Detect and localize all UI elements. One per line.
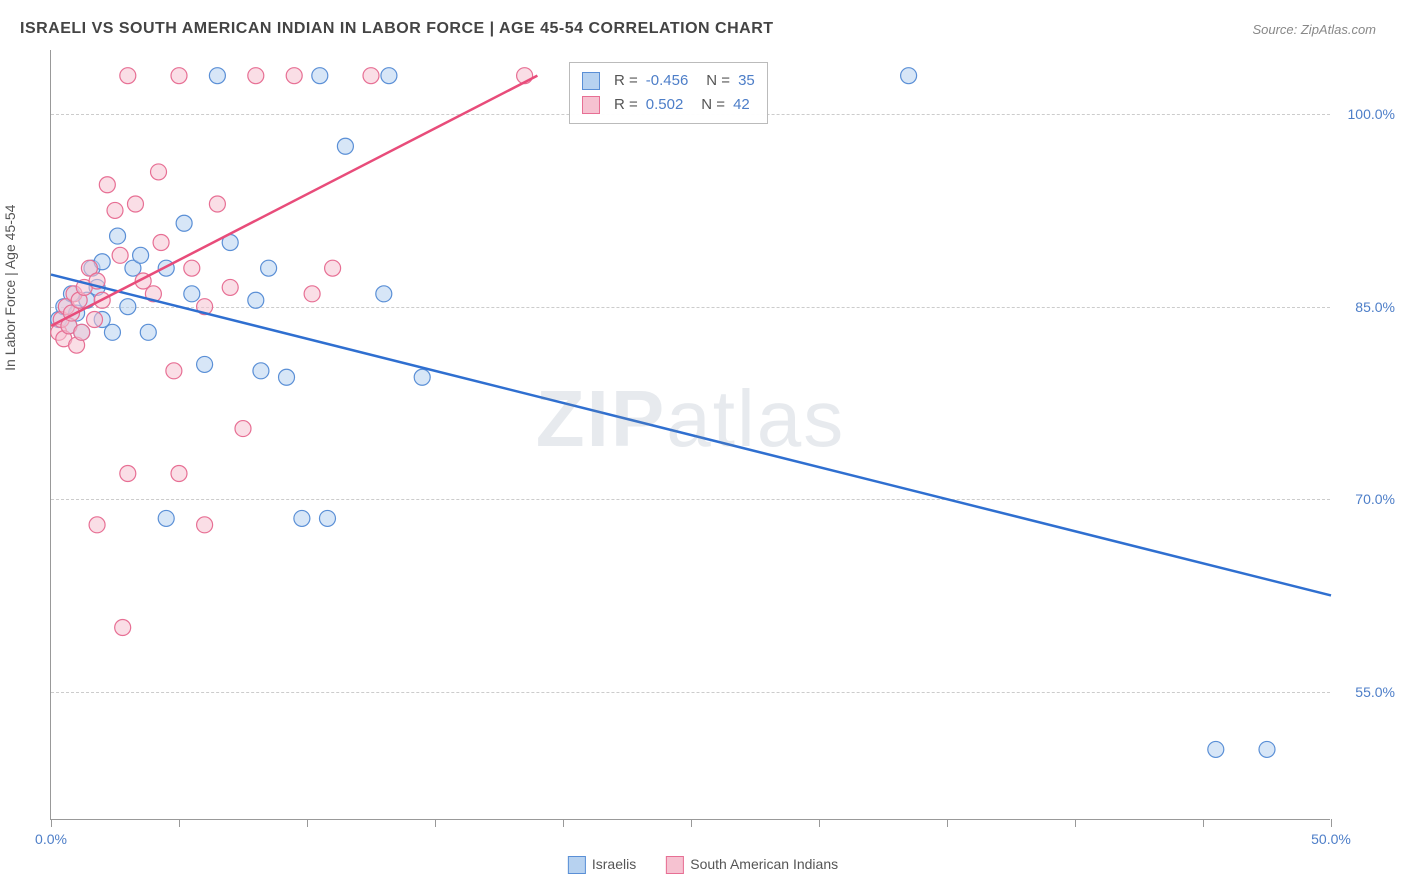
scatter-point xyxy=(279,369,295,385)
scatter-point xyxy=(337,138,353,154)
x-tick xyxy=(947,819,948,827)
legend-label: South American Indians xyxy=(690,856,838,872)
scatter-point xyxy=(158,510,174,526)
scatter-point xyxy=(153,235,169,251)
scatter-point xyxy=(104,324,120,340)
stats-row: R = -0.456 N = 35 xyxy=(582,69,755,93)
y-tick-label: 70.0% xyxy=(1355,491,1395,507)
x-tick xyxy=(1331,819,1332,827)
scatter-point xyxy=(414,369,430,385)
x-tick xyxy=(179,819,180,827)
chart-title: ISRAELI VS SOUTH AMERICAN INDIAN IN LABO… xyxy=(20,20,774,38)
stat-r-label: R = xyxy=(614,72,638,89)
legend-label: Israelis xyxy=(592,856,636,872)
scatter-point xyxy=(1259,741,1275,757)
scatter-point xyxy=(171,68,187,84)
scatter-point xyxy=(235,421,251,437)
stats-row: R = 0.502 N = 42 xyxy=(582,93,755,117)
plot-area: 55.0%70.0%85.0%100.0% ZIPatlas R =-0.456… xyxy=(50,50,1330,820)
scatter-point xyxy=(89,517,105,533)
x-tick xyxy=(307,819,308,827)
scatter-point xyxy=(115,620,131,636)
stat-n-value: 35 xyxy=(738,72,755,89)
scatter-svg xyxy=(51,50,1331,820)
stat-r-value: -0.456 xyxy=(646,72,689,89)
x-tick xyxy=(1203,819,1204,827)
x-tick xyxy=(1075,819,1076,827)
scatter-point xyxy=(1208,741,1224,757)
scatter-point xyxy=(127,196,143,212)
scatter-point xyxy=(248,68,264,84)
stat-r-label: R = xyxy=(614,96,638,113)
source-attribution: Source: ZipAtlas.com xyxy=(1252,22,1376,37)
scatter-point xyxy=(99,177,115,193)
scatter-point xyxy=(184,260,200,276)
scatter-point xyxy=(151,164,167,180)
y-axis-label: In Labor Force | Age 45-54 xyxy=(2,205,18,371)
scatter-point xyxy=(286,68,302,84)
scatter-point xyxy=(363,68,379,84)
scatter-point xyxy=(261,260,277,276)
scatter-point xyxy=(110,228,126,244)
scatter-point xyxy=(209,196,225,212)
scatter-point xyxy=(381,68,397,84)
scatter-point xyxy=(171,466,187,482)
scatter-point xyxy=(376,286,392,302)
scatter-point xyxy=(120,466,136,482)
x-tick-label: 50.0% xyxy=(1311,831,1351,847)
scatter-point xyxy=(176,215,192,231)
scatter-point xyxy=(253,363,269,379)
scatter-point xyxy=(304,286,320,302)
stat-n-label: N = xyxy=(706,72,730,89)
scatter-point xyxy=(312,68,328,84)
y-tick-label: 55.0% xyxy=(1355,684,1395,700)
scatter-point xyxy=(74,324,90,340)
scatter-point xyxy=(166,363,182,379)
legend-item: Israelis xyxy=(568,856,636,874)
legend-swatch xyxy=(568,856,586,874)
legend-swatch xyxy=(666,856,684,874)
scatter-point xyxy=(184,286,200,302)
scatter-point xyxy=(325,260,341,276)
trend-line xyxy=(51,76,537,326)
scatter-point xyxy=(140,324,156,340)
scatter-point xyxy=(197,517,213,533)
y-tick-label: 85.0% xyxy=(1355,299,1395,315)
scatter-point xyxy=(209,68,225,84)
stat-n-value: 42 xyxy=(733,96,750,113)
scatter-point xyxy=(120,299,136,315)
scatter-point xyxy=(133,247,149,263)
scatter-point xyxy=(901,68,917,84)
scatter-point xyxy=(248,292,264,308)
x-tick xyxy=(819,819,820,827)
scatter-point xyxy=(87,312,103,328)
scatter-point xyxy=(197,356,213,372)
x-tick xyxy=(51,819,52,827)
scatter-point xyxy=(222,279,238,295)
scatter-point xyxy=(319,510,335,526)
bottom-legend: Israelis South American Indians xyxy=(568,856,838,874)
legend-item: South American Indians xyxy=(666,856,838,874)
x-tick xyxy=(435,819,436,827)
x-tick xyxy=(563,819,564,827)
scatter-point xyxy=(120,68,136,84)
stat-n-label: N = xyxy=(701,96,725,113)
x-tick-label: 0.0% xyxy=(35,831,67,847)
legend-swatch xyxy=(582,72,600,90)
scatter-point xyxy=(294,510,310,526)
y-tick-label: 100.0% xyxy=(1348,106,1395,122)
x-tick xyxy=(691,819,692,827)
stats-box: R =-0.456N =35R = 0.502N =42 xyxy=(569,62,768,124)
legend-swatch xyxy=(582,96,600,114)
scatter-point xyxy=(112,247,128,263)
stat-r-value: 0.502 xyxy=(646,96,684,113)
scatter-point xyxy=(107,202,123,218)
